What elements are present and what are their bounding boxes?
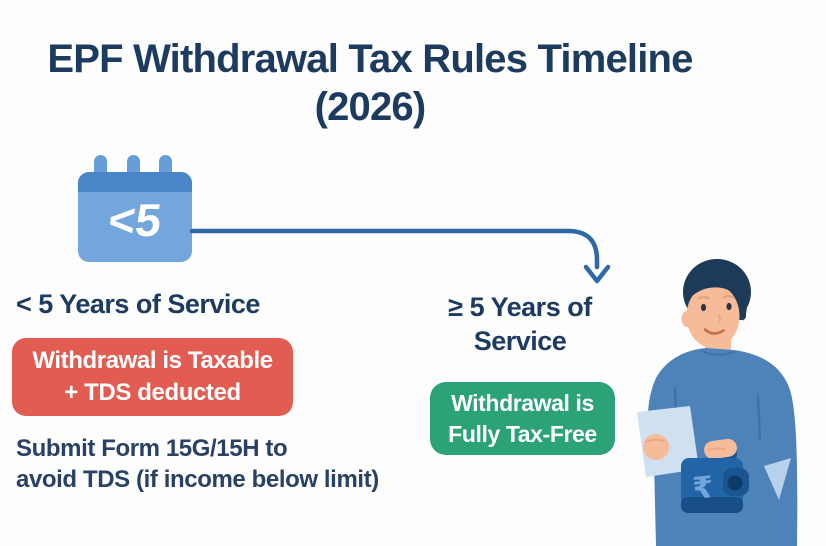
person-illustration: ₹ [637,259,798,546]
sweater-seam-right [756,394,762,442]
right-heading-line2: Service [473,326,567,357]
left-section-heading: < 5 Years of Service [16,289,260,319]
tax-free-badge-line1: Withdrawal is [451,390,594,417]
person-face [686,284,740,348]
hand-left-finger-line [645,438,665,443]
wallet-icon: ₹ [681,458,749,513]
right-heading-line1: ≥ 5 Years of [448,292,592,322]
person-brow-right [722,295,735,299]
form-15g-note: Submit Form 15G/15H to avoid TDS (if inc… [16,433,436,495]
person-smile [703,328,725,335]
arrow-head-icon [583,264,611,284]
person-nose [717,314,721,324]
shirt-wedge [764,458,791,500]
tax-free-badge-line2: Fully Tax-Free [448,420,597,447]
person-brow-left [697,296,710,300]
page-title-line2: (2026) [314,84,427,129]
tax-free-status-badge: Withdrawal is Fully Tax-Free [430,382,615,455]
hand-right-finger-line [707,447,725,451]
page-title: EPF Withdrawal Tax Rules Timeline (2026) [0,35,740,131]
person-eye-left [700,303,707,312]
taxable-status-badge: Withdrawal is Taxable + TDS deducted [12,338,293,416]
form-15g-note-line1: Submit Form 15G/15H to [16,435,288,462]
calendar-label: <5 [105,194,164,246]
calendar-header-band [78,172,192,192]
sweater-collar [701,350,735,356]
calendar-icon: <5 [78,155,192,263]
taxable-badge-line2: + TDS deducted [64,379,241,406]
arrow-line [189,228,600,270]
person-hand-left [643,434,669,460]
person-eye-right [726,302,732,311]
right-section-heading: ≥ 5 Years of Service [415,290,625,358]
page-title-line1: EPF Withdrawal Tax Rules Timeline [47,36,693,81]
taxable-badge-line1: Withdrawal is Taxable [32,347,273,375]
rupee-symbol: ₹ [691,470,715,507]
calendar-body [78,172,192,262]
person-hair-fringe [687,267,747,321]
form-15g-note-line2: avoid TDS (if income below limit) [16,466,379,494]
